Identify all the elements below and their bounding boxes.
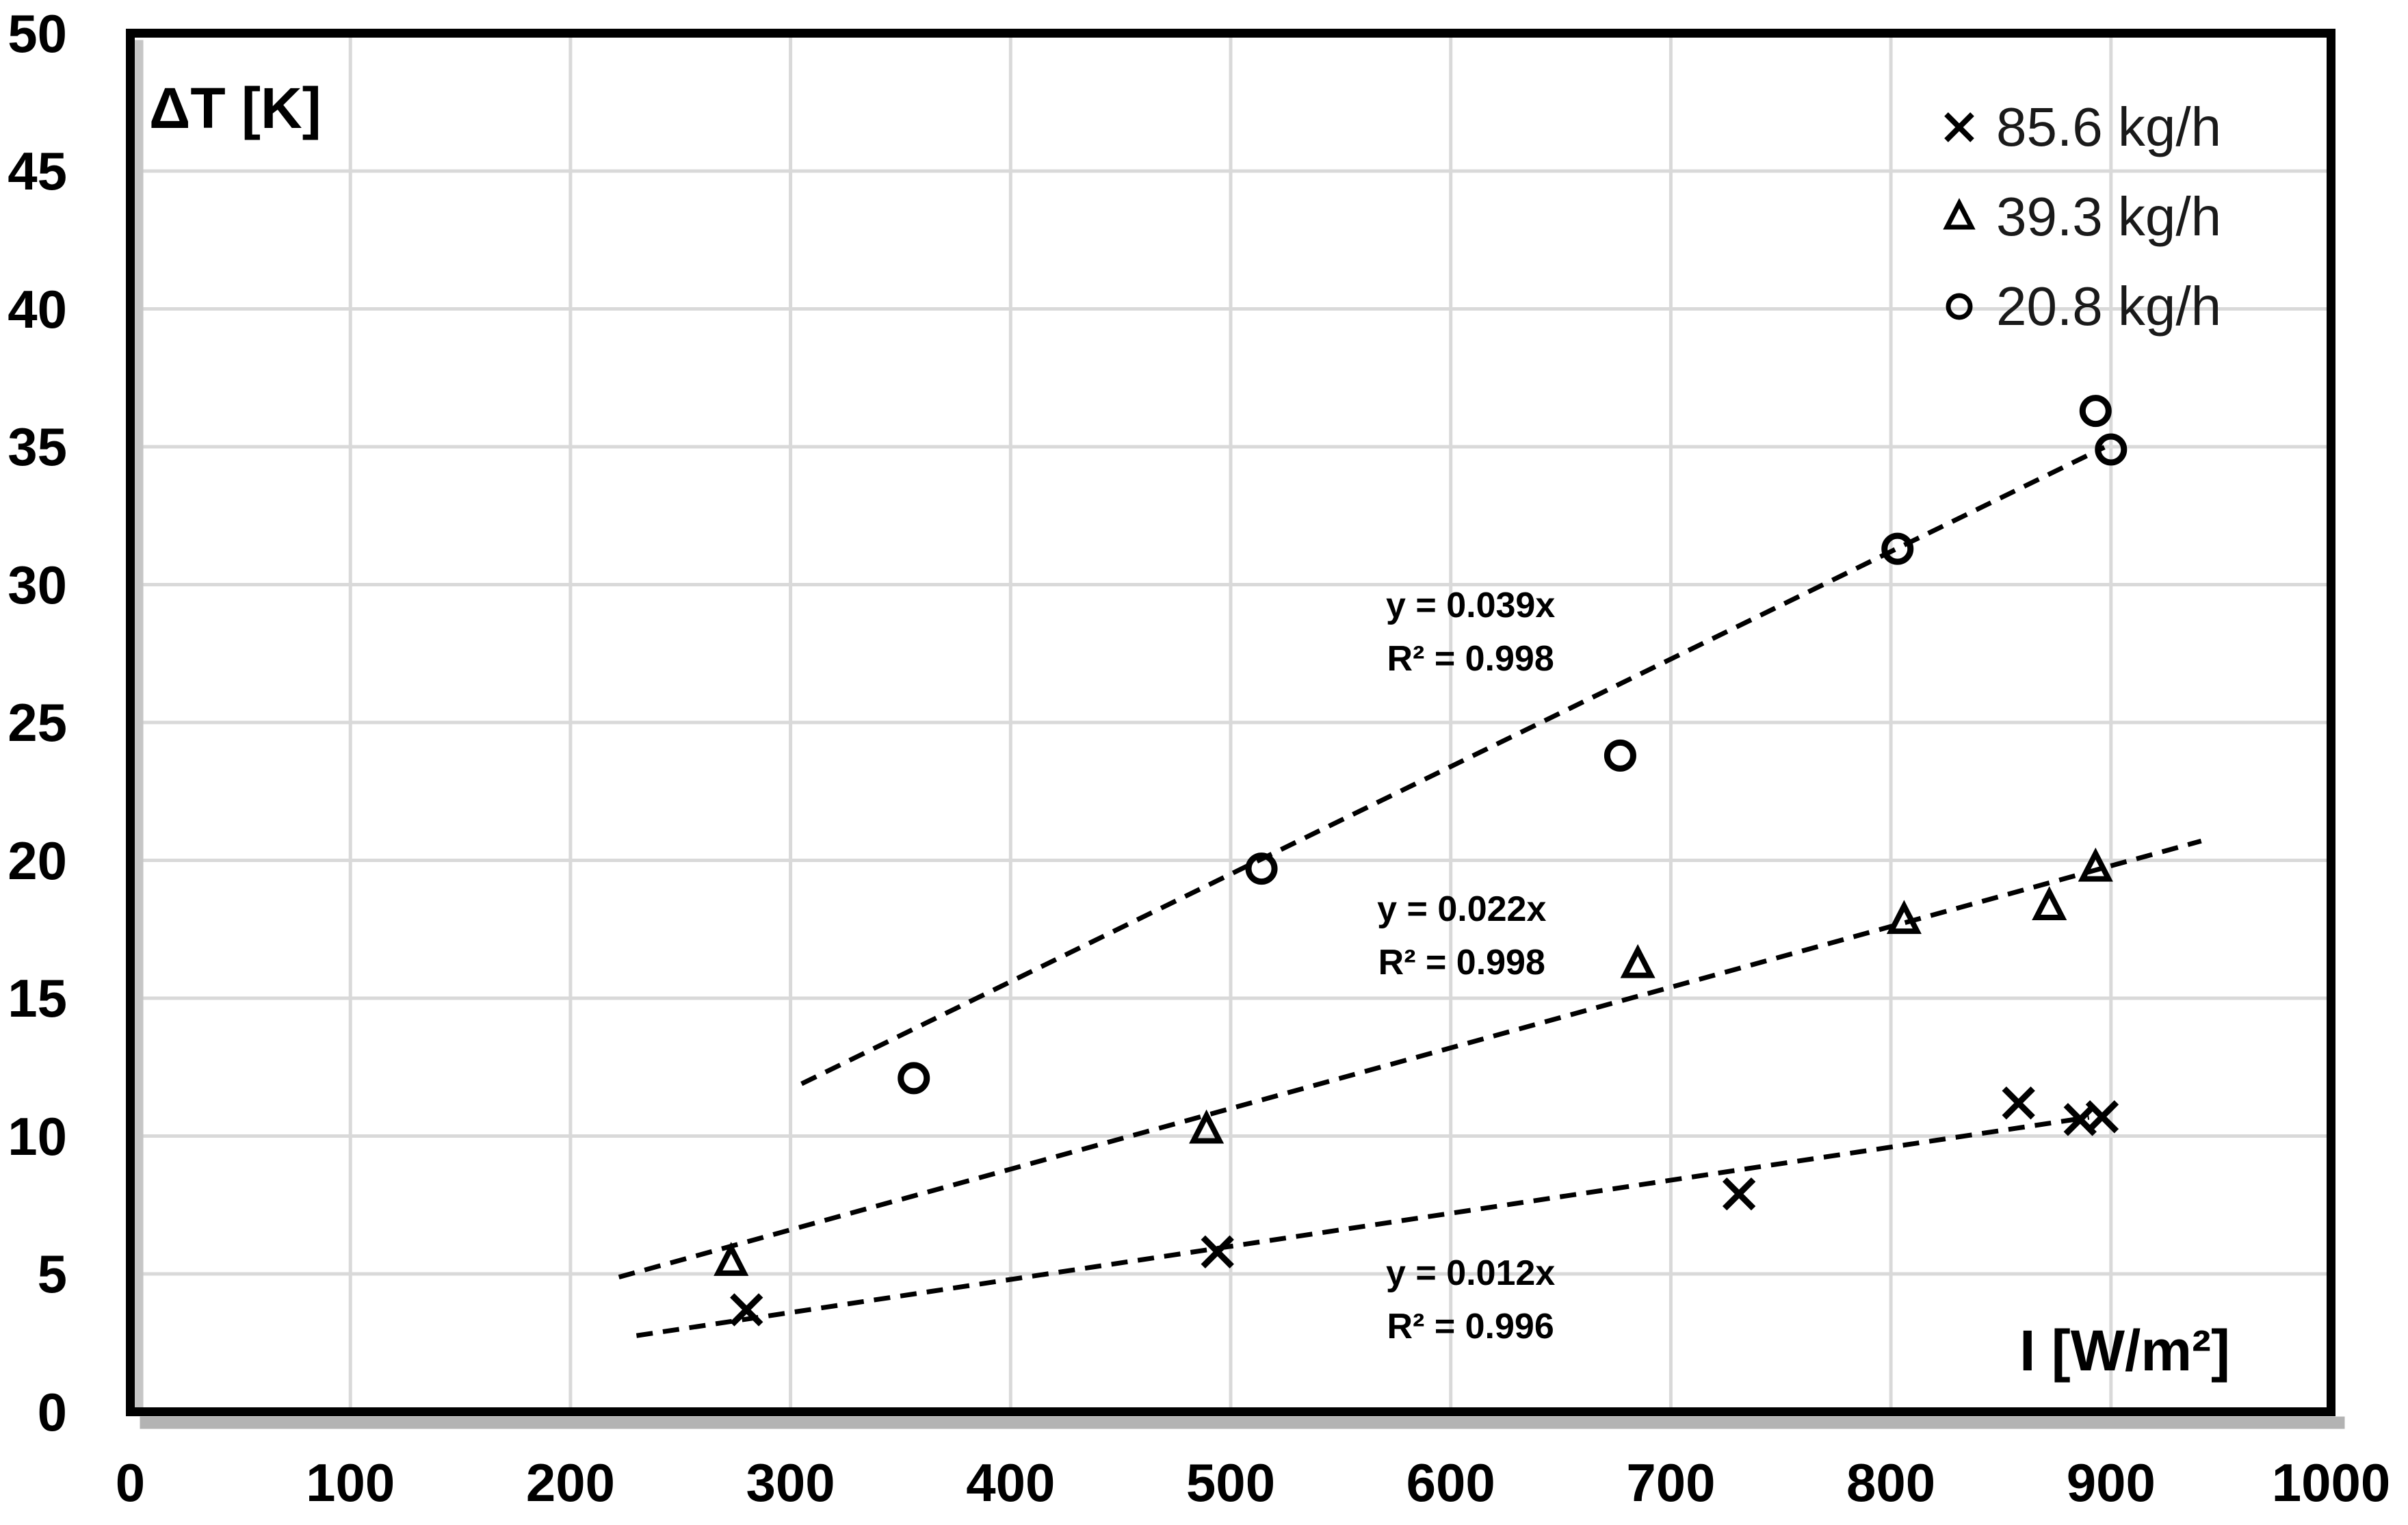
x-tick-label: 600 (1406, 1452, 1495, 1513)
trendline-label-85-6: y = 0.012x R² = 0.996 (1293, 1247, 1649, 1353)
y-tick-label: 25 (8, 692, 67, 753)
data-point-x (2002, 1086, 2035, 1120)
data-point-circle (1604, 739, 1636, 772)
data-point-x (1722, 1177, 1756, 1211)
legend-label: 39.3 kg/h (1996, 185, 2222, 247)
y-tick-label: 40 (8, 278, 67, 339)
legend-label: 85.6 kg/h (1996, 96, 2222, 157)
y-tick-label: 35 (8, 417, 67, 477)
y-tick-label: 5 (37, 1244, 67, 1304)
legend: 85.6 kg/h 39.3 kg/h 20.8 kg/h (1935, 82, 2221, 351)
x-marker-icon (1935, 103, 1984, 152)
data-point-circle (1881, 532, 1914, 565)
y-tick-label: 45 (8, 141, 67, 201)
x-axis-title: I [W/m²] (2019, 1318, 2230, 1383)
data-point-triangle (1620, 943, 1656, 978)
x-tick-label: 1000 (2271, 1452, 2391, 1513)
legend-item-39-3: 39.3 kg/h (1935, 172, 2221, 261)
data-point-x (1201, 1235, 1234, 1268)
data-point-triangle (1189, 1109, 1225, 1144)
plot-border (126, 29, 2335, 1416)
trendline-r2: R² = 0.998 (1378, 942, 1545, 982)
x-tick-label: 200 (525, 1452, 615, 1513)
y-tick-label: 15 (8, 968, 67, 1028)
data-point-circle (2079, 395, 2112, 428)
y-tick-label: 10 (8, 1106, 67, 1166)
plot-shadow-bottom (140, 1416, 2345, 1429)
y-tick-label: 30 (8, 554, 67, 615)
data-point-triangle (1886, 900, 1922, 935)
y-tick-label: 20 (8, 830, 67, 891)
data-point-triangle (714, 1242, 749, 1276)
trendline-r2: R² = 0.996 (1387, 1306, 1554, 1346)
triangle-marker-icon (1935, 192, 1984, 242)
y-axis-title: ΔT [K] (149, 76, 322, 140)
x-tick-label: 0 (115, 1452, 146, 1513)
x-tick-label: 100 (306, 1452, 395, 1513)
plot-shadow-left (134, 40, 144, 1408)
x-tick-label: 400 (966, 1452, 1056, 1513)
x-tick-label: 500 (1186, 1452, 1276, 1513)
data-point-x (730, 1293, 763, 1327)
data-point-x (2085, 1100, 2119, 1134)
trendline-label-39-3: y = 0.022x R² = 0.998 (1284, 883, 1640, 989)
trendline-equation: y = 0.022x (1377, 889, 1547, 929)
y-tick-label: 50 (8, 3, 67, 64)
x-tick-label: 300 (746, 1452, 835, 1513)
data-point-triangle (2078, 847, 2113, 882)
trendline-equation: y = 0.039x (1386, 586, 1556, 626)
trendline-85-6----- (636, 1115, 2090, 1338)
data-point-circle (898, 1062, 930, 1095)
x-tick-label: 800 (1846, 1452, 1936, 1513)
data-point-triangle (2032, 886, 2067, 921)
legend-label: 20.8 kg/h (1996, 275, 2222, 337)
y-tick-label: 0 (37, 1381, 67, 1442)
trendline-39-3----- (618, 838, 2202, 1280)
data-point-circle (2095, 433, 2128, 466)
circle-marker-icon (1935, 282, 1984, 331)
trendline-r2: R² = 0.998 (1387, 639, 1554, 679)
trendline-equation: y = 0.012x (1386, 1253, 1556, 1293)
legend-item-85-6: 85.6 kg/h (1935, 82, 2221, 172)
legend-item-20-8: 20.8 kg/h (1935, 261, 2221, 351)
trendline-label-20-8: y = 0.039x R² = 0.998 (1293, 579, 1649, 686)
data-point-circle (1245, 852, 1278, 885)
x-tick-label: 900 (2066, 1452, 2156, 1513)
x-tick-label: 700 (1626, 1452, 1716, 1513)
